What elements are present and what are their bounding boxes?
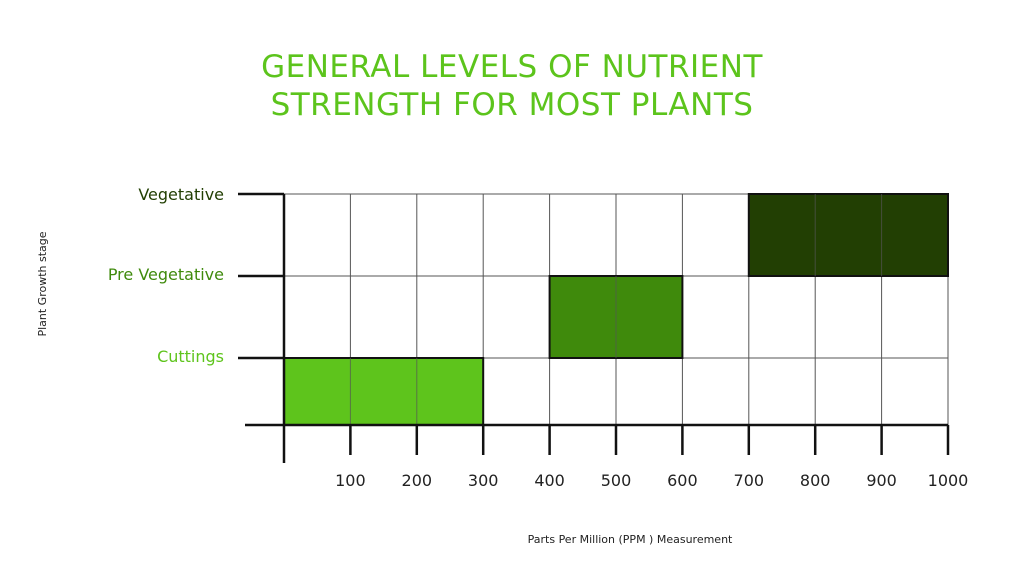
- category-label-vegetative: Vegetative: [138, 185, 224, 204]
- chart-title-line-1: GENERAL LEVELS OF NUTRIENT: [261, 49, 763, 85]
- x-tick-label: 400: [534, 471, 565, 490]
- labels: 100 200 300 400 500 600 700 800 900 1000 Cuttings P…: [36, 185, 968, 546]
- category-label-cuttings: Cuttings: [157, 347, 224, 366]
- x-tick-label: 500: [601, 471, 632, 490]
- x-tick-label: 700: [734, 471, 765, 490]
- x-tick-label: 900: [866, 471, 897, 490]
- x-tick-label: 600: [667, 471, 698, 490]
- x-tick-label: 1000: [928, 471, 969, 490]
- x-tick-label: 100: [335, 471, 366, 490]
- category-label-pre-vegetative: Pre Vegetative: [108, 265, 224, 284]
- range-bar-vegetative: [747, 193, 949, 277]
- x-tick-label: 800: [800, 471, 831, 490]
- x-axis-label: Parts Per Million (PPM ) Measurement: [528, 533, 733, 546]
- x-tick-label: 300: [468, 471, 499, 490]
- axes: [238, 192, 950, 463]
- y-axis-label: Plant Growth stage: [36, 231, 49, 336]
- chart-title-line-2: STRENGTH FOR MOST PLANTS: [270, 87, 754, 123]
- x-tick-label: 200: [402, 471, 433, 490]
- range-bars: [283, 193, 949, 426]
- chart-title: GENERAL LEVELS OF NUTRIENT STRENGTH FOR …: [0, 48, 1024, 124]
- range-bar-cuttings: [283, 357, 485, 426]
